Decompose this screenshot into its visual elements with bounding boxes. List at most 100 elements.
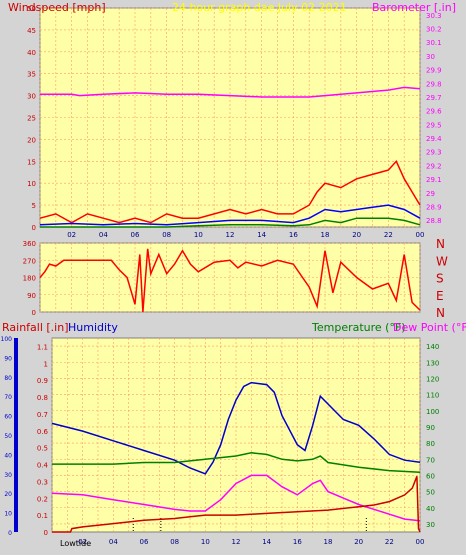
y-tick-rainfall: 0.4 (37, 462, 49, 470)
y-tick-humidity: 80 (4, 375, 12, 382)
y-tick-wind: 50 (27, 5, 36, 13)
series-line-p1-wind_low (40, 217, 421, 228)
x-tick-panel3: 16 (293, 538, 302, 546)
y-tick-rainfall: 0 (44, 529, 48, 537)
compass-label: N (436, 306, 445, 320)
y-tick-rainfall: 1 (44, 360, 48, 368)
rainfall-axis-label: Rainfall [.in] (2, 321, 69, 334)
y-tick-wind: 30 (27, 93, 36, 101)
x-tick-panel1: 10 (194, 231, 203, 239)
lowtide-label: Lowtide (60, 539, 91, 548)
x-tick-panel1: 04 (99, 231, 108, 239)
y-tick-wind: 10 (27, 180, 36, 188)
y-tick-temperature: 100 (426, 408, 439, 416)
series-line-p3-dewpoint (51, 474, 421, 522)
x-tick-panel1: 18 (321, 231, 330, 239)
series-layer (39, 86, 421, 533)
y-tick-wind: 35 (27, 71, 36, 79)
y-tick-humidity: 100 (1, 336, 13, 343)
y-tick-barometer: 29 (426, 190, 435, 198)
x-tick-panel3: 02 (78, 538, 87, 546)
series-line-p3-humidity (51, 381, 421, 475)
y-tick-direction: 360 (23, 240, 36, 248)
series-line-p3-rain (52, 476, 421, 533)
temperature-axis-label: Temperature (°F) (311, 321, 406, 334)
x-tick-panel1: 08 (162, 231, 171, 239)
x-tick-panel1: 16 (289, 231, 298, 239)
windspeed-axis-label: Windspeed [mph] (8, 1, 106, 14)
y-tick-barometer: 29.3 (426, 149, 442, 157)
series-line-p2-direction (39, 248, 421, 313)
y-tick-barometer: 29.4 (426, 135, 442, 143)
series-line-p1-wind_avg (39, 204, 421, 226)
series-line-p3-temperature (52, 452, 421, 473)
x-tick-panel3: 08 (170, 538, 179, 546)
y-tick-direction: 270 (23, 257, 36, 265)
compass-label: E (436, 289, 444, 303)
barometer-axis-label: Barometer [.in] (372, 1, 456, 14)
y-tick-barometer: 30.2 (426, 26, 442, 34)
y-tick-humidity: 60 (4, 414, 12, 421)
y-tick-humidity: 90 (4, 355, 12, 362)
y-tick-direction: 180 (23, 275, 36, 283)
x-tick-panel3: 04 (109, 538, 118, 546)
y-tick-wind: 5 (32, 202, 36, 210)
y-tick-temperature: 80 (426, 440, 435, 448)
y-tick-temperature: 40 (426, 505, 435, 513)
y-tick-direction: 0 (32, 309, 36, 317)
y-tick-rainfall: 1.1 (37, 343, 48, 351)
y-tick-humidity: 40 (4, 452, 12, 459)
x-tick-panel3: 22 (385, 538, 394, 546)
tick-layer: 0510152025303540455028.828.92929.129.229… (1, 5, 448, 546)
y-tick-barometer: 29.1 (426, 176, 442, 184)
y-tick-temperature: 50 (426, 489, 435, 497)
y-tick-humidity: 0 (8, 530, 12, 537)
chart-title: 24 hour graph dae July 02 2021 (172, 1, 347, 14)
background-layer (39, 7, 421, 533)
y-tick-wind: 40 (27, 49, 36, 57)
y-tick-rainfall: 0.2 (37, 495, 48, 503)
y-tick-barometer: 30.3 (426, 12, 442, 20)
y-tick-temperature: 120 (426, 375, 439, 383)
y-tick-barometer: 29.7 (426, 94, 442, 102)
y-tick-rainfall: 0.8 (37, 394, 48, 402)
x-tick-panel3: 20 (354, 538, 363, 546)
compass-label: S (436, 272, 444, 286)
y-tick-temperature: 60 (426, 472, 435, 480)
x-tick-panel1: 14 (257, 231, 266, 239)
humidity-axis-bar (14, 338, 18, 532)
y-tick-barometer: 29.9 (426, 67, 442, 75)
compass-label: N (436, 237, 445, 251)
y-tick-wind: 20 (27, 136, 36, 144)
y-tick-temperature: 90 (426, 424, 435, 432)
y-tick-rainfall: 0.7 (37, 411, 48, 419)
grid-layer (39, 7, 421, 532)
y-tick-wind: 15 (27, 158, 36, 166)
y-tick-barometer: 29.2 (426, 162, 442, 170)
y-tick-barometer: 30 (426, 53, 435, 61)
x-tick-panel1: 06 (131, 231, 140, 239)
series-line-p1-wind_gust (39, 159, 421, 224)
y-tick-rainfall: 0.6 (37, 428, 49, 436)
y-tick-barometer: 28.9 (426, 203, 442, 211)
x-tick-panel1: 22 (384, 231, 393, 239)
x-tick-panel3: 18 (324, 538, 333, 546)
x-tick-panel3: 14 (262, 538, 271, 546)
y-tick-direction: 90 (27, 292, 36, 300)
y-tick-barometer: 29.5 (426, 121, 442, 129)
y-tick-temperature: 140 (426, 343, 439, 351)
x-tick-panel1: 00 (416, 231, 425, 239)
y-tick-wind: 0 (32, 224, 36, 232)
y-tick-rainfall: 0.1 (37, 512, 48, 520)
y-tick-barometer: 28.8 (426, 217, 442, 225)
humidity-axis-label: Humidity (68, 321, 118, 334)
y-tick-rainfall: 0.5 (37, 445, 48, 453)
x-tick-panel3: 00 (416, 538, 425, 546)
compass-label: W (436, 254, 448, 268)
y-tick-humidity: 30 (4, 472, 12, 479)
y-tick-barometer: 29.6 (426, 108, 442, 116)
y-tick-humidity: 20 (4, 491, 12, 498)
y-tick-barometer: 30.1 (426, 39, 442, 47)
y-tick-temperature: 110 (426, 392, 439, 400)
